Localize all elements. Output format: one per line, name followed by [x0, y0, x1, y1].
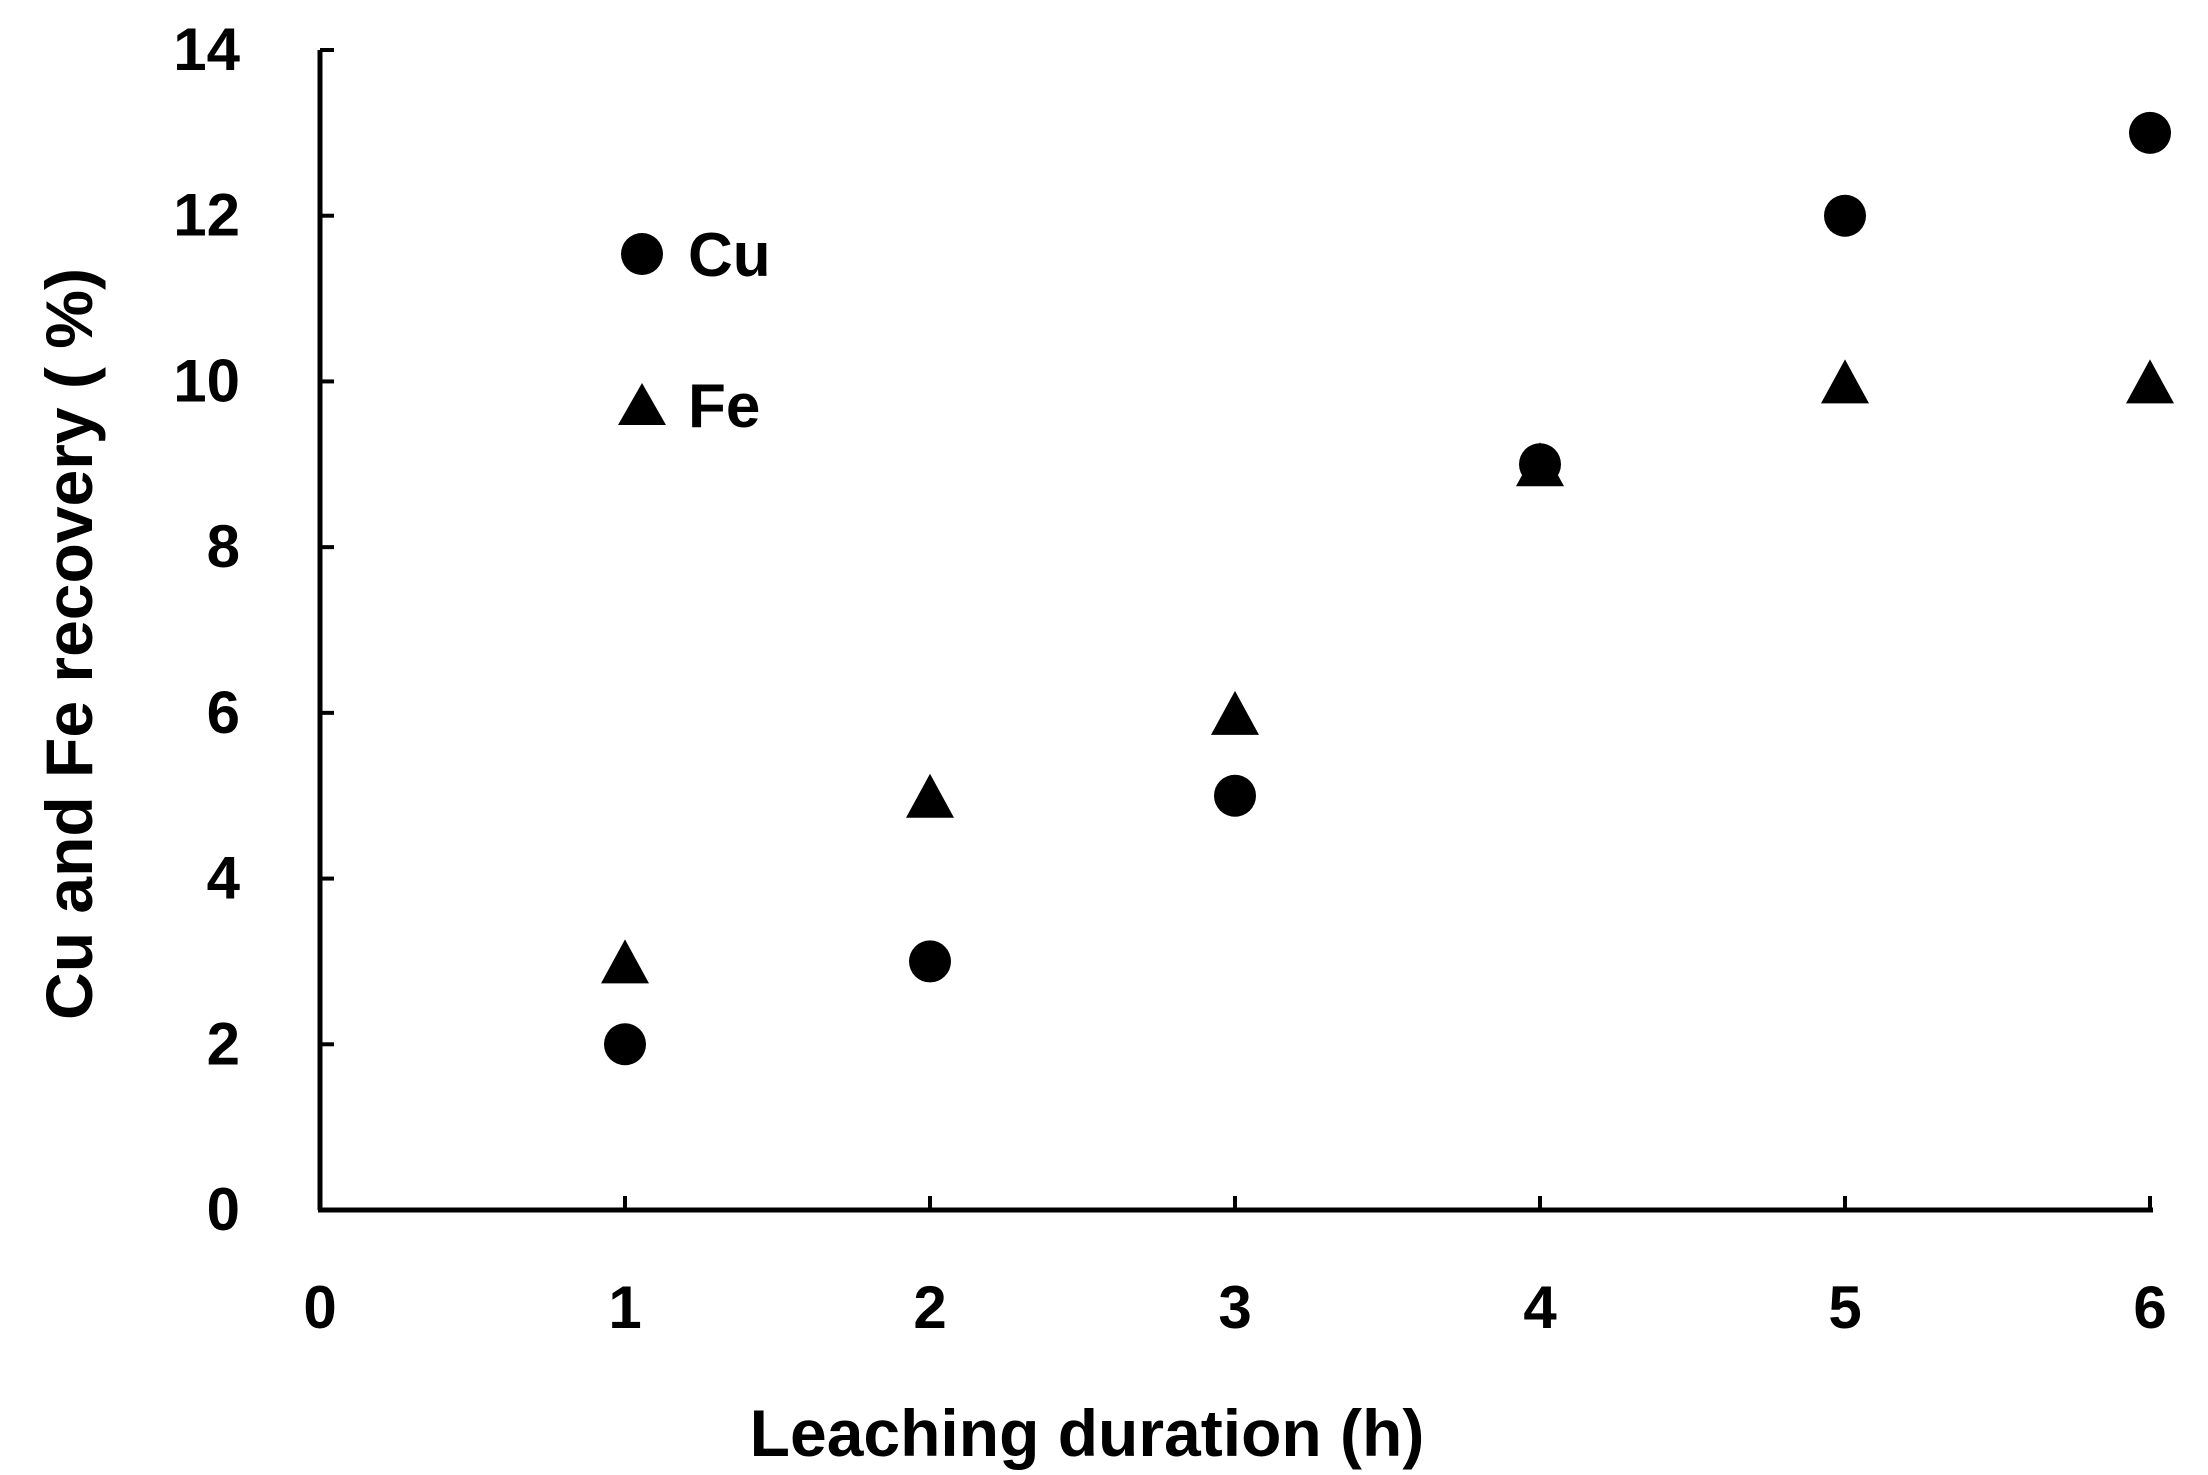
data-marks	[601, 111, 2174, 1066]
fe-point	[601, 939, 649, 984]
cu-point	[2129, 111, 2171, 154]
legend-fe-label: Fe	[688, 372, 760, 441]
y-tick-label: 10	[173, 347, 240, 414]
y-tick-label: 6	[207, 679, 240, 746]
cu-point	[1214, 774, 1256, 817]
y-tick-label: 2	[207, 1010, 240, 1077]
x-tick-label: 2	[913, 1274, 946, 1341]
fe-point	[1211, 690, 1259, 735]
legend: Cu Fe	[618, 221, 771, 441]
legend-cu-marker	[621, 233, 663, 275]
y-tick-label: 0	[207, 1176, 240, 1243]
x-tick-label: 0	[303, 1274, 336, 1341]
x-tick-label: 1	[608, 1274, 641, 1341]
legend-cu-label: Cu	[688, 221, 771, 290]
cu-point	[1519, 443, 1561, 486]
y-axis-title: Cu and Fe recovery ( %)	[32, 268, 106, 1020]
fe-point	[906, 773, 954, 818]
y-tick-label: 8	[207, 513, 240, 580]
legend-fe-marker	[618, 383, 666, 425]
fe-point	[2126, 359, 2174, 404]
y-tick-label: 14	[173, 16, 240, 83]
fe-point	[1821, 359, 1869, 404]
y-tick-label: 4	[207, 845, 241, 912]
x-tick-label: 5	[1828, 1274, 1861, 1341]
cu-point	[604, 1023, 646, 1066]
x-tick-label: 6	[2133, 1274, 2166, 1341]
y-tick-label: 12	[173, 182, 240, 249]
x-axis-title: Leaching duration (h)	[750, 1396, 1425, 1470]
cu-point	[1824, 194, 1866, 237]
axes	[317, 50, 2153, 1213]
x-tick-label: 4	[1523, 1274, 1557, 1341]
x-tick-label: 3	[1218, 1274, 1251, 1341]
cu-point	[909, 940, 951, 983]
